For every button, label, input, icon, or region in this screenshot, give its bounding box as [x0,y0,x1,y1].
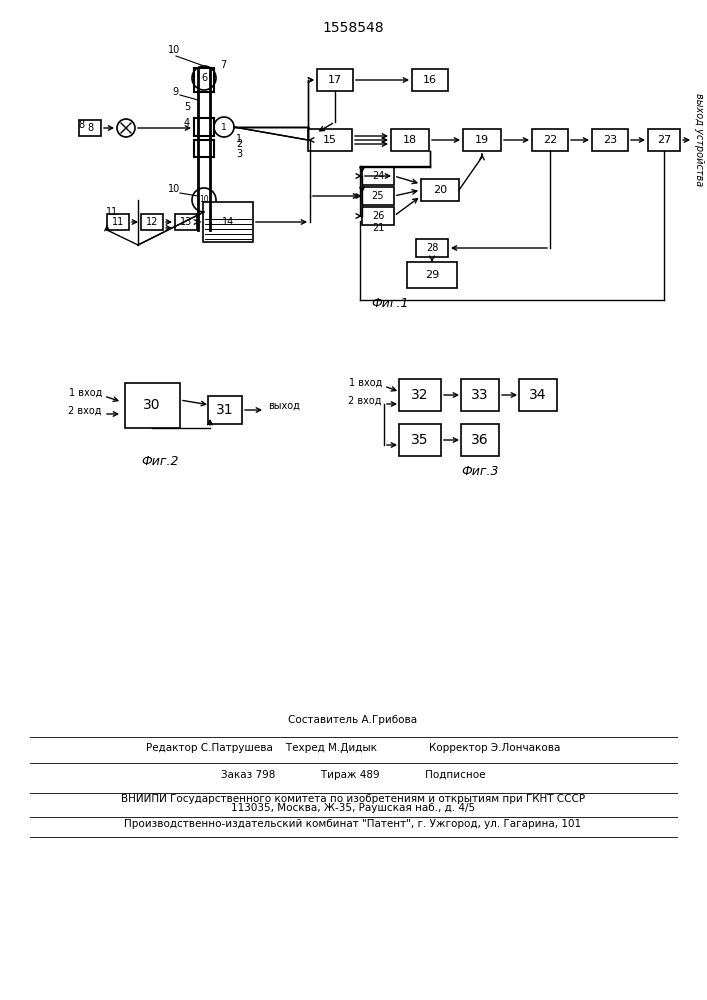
Text: 1: 1 [221,122,227,131]
Text: 25: 25 [372,191,384,201]
Text: 11: 11 [106,207,118,217]
Text: 11: 11 [112,217,124,227]
Text: 33: 33 [472,388,489,402]
Text: 4: 4 [184,118,190,128]
Bar [592,129,628,151]
Text: 28: 28 [426,243,438,253]
Bar [399,379,441,411]
Text: Фиг.3: Фиг.3 [461,465,498,478]
Text: 18: 18 [403,135,417,145]
Text: 27: 27 [657,135,671,145]
Text: 6: 6 [201,73,207,83]
Text: 35: 35 [411,433,428,447]
Bar [203,202,253,242]
Bar [407,262,457,288]
Text: 14: 14 [222,217,234,227]
Bar [124,382,180,428]
Text: Редактор С.Патрушева    Техред М.Дидык                Корректор Э.Лончакова: Редактор С.Патрушева Техред М.Дидык Корр… [146,743,560,753]
Bar [412,69,448,91]
Text: 5: 5 [184,102,190,112]
Text: 22: 22 [543,135,557,145]
Circle shape [192,66,216,90]
Text: 2 вход: 2 вход [69,406,102,416]
Bar [461,424,499,456]
Circle shape [214,117,234,137]
Bar [175,214,197,230]
Bar [399,424,441,456]
Text: 31: 31 [216,403,234,417]
Bar [208,396,242,424]
Text: Производственно-издательский комбинат "Патент", г. Ужгород, ул. Гагарина, 101: Производственно-издательский комбинат "П… [124,819,582,829]
Text: Фиг.2: Фиг.2 [141,455,179,468]
Circle shape [192,188,216,212]
Text: 21: 21 [372,223,384,233]
Text: 9: 9 [172,87,178,97]
Text: 1 вход: 1 вход [69,388,102,398]
Text: 1: 1 [236,134,242,144]
Text: 12: 12 [146,217,158,227]
Bar [648,129,680,151]
Bar [463,129,501,151]
Bar [461,379,499,411]
Text: 30: 30 [144,398,160,412]
Text: 7: 7 [220,60,226,70]
Bar [532,129,568,151]
Bar [362,167,394,185]
Text: 10: 10 [168,184,180,194]
Text: Фиг.1: Фиг.1 [371,297,409,310]
Text: 2: 2 [236,139,243,149]
Text: 8: 8 [87,123,93,133]
Text: 24: 24 [372,171,384,181]
Bar [416,239,448,257]
Text: 10: 10 [199,196,209,205]
Text: Заказ 798              Тираж 489              Подписное: Заказ 798 Тираж 489 Подписное [221,770,485,780]
Text: Составитель А.Грибова: Составитель А.Грибова [288,715,418,725]
Text: 19: 19 [475,135,489,145]
Bar [141,214,163,230]
Text: 13: 13 [180,217,192,227]
Text: 17: 17 [328,75,342,85]
Text: 3: 3 [236,149,242,159]
Text: 36: 36 [471,433,489,447]
Bar [317,69,353,91]
Bar [362,207,394,225]
Bar [308,129,352,151]
Text: выход устройства: выход устройства [694,93,704,187]
Circle shape [117,119,135,137]
Text: 1558548: 1558548 [322,21,384,35]
Bar [362,187,394,205]
Text: 8: 8 [78,120,84,130]
Text: 34: 34 [530,388,547,402]
Text: ВНИИПИ Государственного комитета по изобретениям и открытиям при ГКНТ СССР: ВНИИПИ Государственного комитета по изоб… [121,794,585,804]
Text: 2 вход: 2 вход [349,396,382,406]
Text: 32: 32 [411,388,428,402]
Text: 10: 10 [168,45,180,55]
Bar [519,379,557,411]
Text: 23: 23 [603,135,617,145]
Text: 113035, Москва, Ж-35, Раушская наб., д. 4/5: 113035, Москва, Ж-35, Раушская наб., д. … [231,803,475,813]
Text: выход: выход [268,401,300,411]
Bar [391,129,429,151]
Bar [79,120,101,136]
Text: 1 вход: 1 вход [349,378,382,388]
Bar [107,214,129,230]
Text: 15: 15 [323,135,337,145]
Text: 20: 20 [433,185,447,195]
Bar [421,179,459,201]
Text: 16: 16 [423,75,437,85]
Text: 29: 29 [425,270,439,280]
Text: 26: 26 [372,211,384,221]
